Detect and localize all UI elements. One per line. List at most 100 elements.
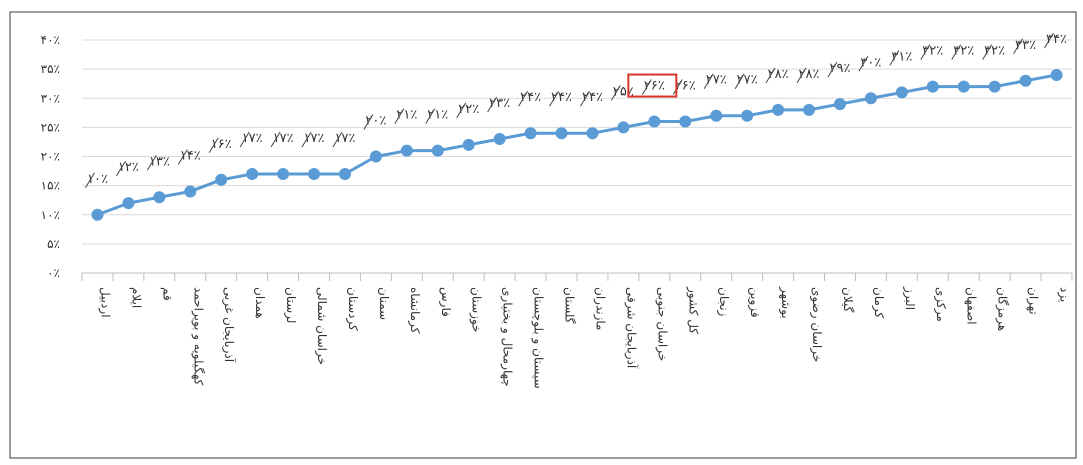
data-point bbox=[617, 121, 630, 134]
x-tick-label: همدان bbox=[253, 287, 267, 319]
y-tick-label: ۱۰٪ bbox=[41, 208, 60, 222]
data-label-leader bbox=[487, 96, 498, 113]
data-label: ۱۷٪ bbox=[242, 131, 263, 146]
data-label-leader bbox=[610, 85, 621, 101]
chart-border bbox=[9, 11, 1077, 459]
data-point bbox=[524, 127, 537, 140]
x-tick-label: هرمزگان bbox=[995, 287, 1010, 331]
data-label-leader bbox=[889, 50, 900, 66]
data-label-leader bbox=[920, 44, 931, 60]
x-tick-label: گیلان bbox=[841, 287, 855, 313]
x-tick-label: کل کشور bbox=[685, 286, 700, 334]
data-label-leader bbox=[456, 102, 467, 119]
data-point bbox=[864, 92, 877, 105]
data-label: ۱۴٪ bbox=[180, 148, 201, 163]
x-tick-label: فارس bbox=[438, 287, 453, 317]
data-label: ۲۹٪ bbox=[829, 61, 850, 76]
y-tick-label: ۱۵٪ bbox=[41, 179, 60, 193]
x-tick-label: تهران bbox=[1026, 287, 1041, 315]
data-label-leader bbox=[796, 67, 807, 84]
x-tick-label: آذربایجان غربی bbox=[221, 287, 237, 363]
data-label-leader bbox=[177, 149, 188, 165]
data-label-leader bbox=[301, 131, 312, 148]
data-point bbox=[555, 127, 568, 140]
data-label: ۱۰٪ bbox=[87, 172, 108, 187]
gridlines bbox=[82, 39, 1072, 274]
data-label: ۲۲٪ bbox=[458, 102, 479, 117]
data-label-leader bbox=[363, 114, 374, 130]
data-point bbox=[153, 191, 166, 204]
x-tick-label: زنجان bbox=[716, 287, 731, 317]
data-point bbox=[184, 185, 197, 198]
data-point bbox=[988, 80, 1001, 93]
data-label-leader bbox=[549, 90, 559, 107]
data-label-leader bbox=[85, 172, 95, 189]
data-label-leader bbox=[1044, 32, 1054, 49]
data-label-leader bbox=[734, 73, 745, 89]
x-tick-label: کرمانشاه bbox=[407, 287, 422, 334]
data-label: ۱۷٪ bbox=[273, 131, 294, 146]
x-tick-label: مازندران bbox=[592, 287, 607, 330]
data-label: ۲۴٪ bbox=[582, 90, 603, 105]
x-tick-label: خراسان رضوی bbox=[809, 287, 824, 362]
data-label: ۳۲٪ bbox=[984, 44, 1005, 59]
x-tick-label: کهگیلویه و بویراحمد bbox=[190, 287, 205, 386]
data-label-leader bbox=[580, 90, 590, 107]
data-label-leader bbox=[146, 155, 157, 171]
data-label: ۲۷٪ bbox=[737, 73, 758, 88]
data-point bbox=[648, 115, 661, 128]
data-label-leader bbox=[858, 55, 869, 72]
data-label: ۳۳٪ bbox=[1015, 38, 1036, 53]
data-label-leader bbox=[239, 131, 250, 148]
data-point bbox=[1019, 74, 1032, 87]
data-label: ۲۷٪ bbox=[706, 73, 727, 88]
data-point bbox=[926, 80, 939, 93]
data-point bbox=[246, 167, 259, 180]
data-label: ۱۲٪ bbox=[118, 160, 139, 175]
x-tick-label: قم bbox=[160, 287, 174, 301]
x-tick-label: اردبیل bbox=[97, 287, 112, 318]
x-tick-label: خراسان جنوبی bbox=[654, 287, 669, 361]
x-tick-label: چهارمحال و بختیاری bbox=[500, 287, 515, 387]
data-label-leader bbox=[332, 131, 343, 148]
data-label: ۲۱٪ bbox=[396, 108, 417, 123]
data-point bbox=[679, 115, 692, 128]
x-tick-label: آذربایجان شرقی bbox=[623, 287, 639, 369]
data-point bbox=[803, 103, 816, 116]
data-label: ۱۶٪ bbox=[211, 137, 232, 152]
data-points bbox=[91, 68, 1063, 221]
y-axis: ۰٪ ۵٪ ۱۰٪ ۱۵٪ ۲۰٪ ۲۵٪ ۳۰٪ ۳۵٪ ۴۰٪ bbox=[41, 33, 60, 280]
x-tick-label: اصفهان bbox=[965, 287, 979, 325]
data-label: ۳۴٪ bbox=[1046, 32, 1067, 47]
data-labels: ۱۰٪ ۱۲٪ ۱۳٪ ۱۴٪ ۱۶٪ ۱۷٪ ۱۷٪ ۱۷٪ ۱۷٪ ۲۰٪ ۲۱٪ ۲۱٪ ۲۲٪ ۲… bbox=[85, 32, 1067, 189]
y-tick-label: ۳۰٪ bbox=[41, 91, 60, 105]
data-point bbox=[431, 144, 444, 157]
data-label: ۳۲٪ bbox=[922, 44, 943, 59]
data-point bbox=[957, 80, 970, 93]
x-tick-label: خراسان شمالی bbox=[314, 287, 329, 365]
data-label-leader bbox=[827, 61, 838, 78]
highlight-box bbox=[627, 73, 678, 98]
data-point bbox=[369, 150, 382, 163]
data-point bbox=[277, 167, 290, 180]
data-label-leader bbox=[982, 44, 993, 60]
data-point bbox=[493, 133, 506, 146]
data-label-leader bbox=[765, 67, 776, 84]
y-tick-label: ۵٪ bbox=[47, 237, 60, 251]
x-tick-label: البرز bbox=[902, 286, 917, 310]
data-point bbox=[215, 173, 228, 186]
data-label: ۲۶٪ bbox=[675, 79, 696, 94]
data-point bbox=[710, 109, 723, 122]
x-tick-label: بوشهر bbox=[778, 286, 793, 319]
data-label-leader bbox=[425, 108, 436, 124]
data-point bbox=[772, 103, 785, 116]
data-point bbox=[895, 86, 908, 99]
data-label-leader bbox=[394, 108, 405, 124]
data-label: ۱۷٪ bbox=[334, 131, 355, 146]
data-point bbox=[833, 98, 846, 111]
data-point bbox=[91, 208, 104, 221]
x-tick-label: گلستان bbox=[563, 287, 577, 324]
data-label: ۳۲٪ bbox=[953, 44, 974, 59]
